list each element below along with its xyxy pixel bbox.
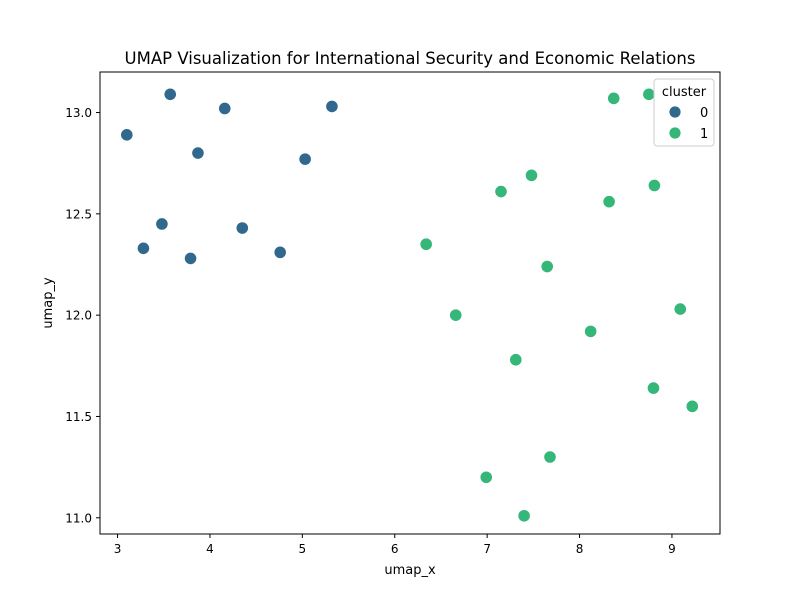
legend-title: cluster (662, 85, 707, 100)
point-cluster-1 (607, 91, 621, 105)
point-cluster-0 (298, 152, 312, 166)
x-tick-label: 6 (391, 542, 399, 556)
x-tick-label: 4 (206, 542, 214, 556)
point-cluster-1 (673, 302, 687, 316)
point-cluster-0 (235, 221, 249, 235)
point-cluster-1 (642, 87, 656, 101)
x-tick-label: 8 (576, 542, 584, 556)
y-tick-label: 13.0 (65, 106, 92, 120)
point-cluster-1 (584, 324, 598, 338)
point-cluster-1 (602, 195, 616, 209)
y-axis: 11.0 11.5 12.0 12.5 13.0 (65, 106, 100, 525)
points-layer (120, 87, 699, 523)
legend-label-cluster-1: 1 (700, 127, 708, 142)
point-cluster-0 (218, 101, 232, 116)
y-tick-label: 12.5 (65, 207, 92, 221)
x-tick-label: 5 (299, 542, 307, 556)
legend-box (653, 78, 715, 147)
point-cluster-1 (524, 168, 539, 182)
x-tick-label: 9 (668, 542, 676, 556)
point-cluster-0 (163, 87, 177, 101)
point-cluster-0 (183, 251, 198, 266)
point-cluster-0 (273, 245, 287, 259)
point-cluster-1 (494, 184, 508, 199)
y-tick-label: 12.0 (65, 309, 92, 323)
point-cluster-1 (540, 259, 554, 274)
point-cluster-0 (155, 217, 169, 231)
point-cluster-0 (120, 128, 134, 142)
y-tick-label: 11.5 (65, 410, 92, 424)
point-cluster-1 (647, 178, 661, 193)
point-cluster-1 (419, 237, 433, 251)
y-tick-label: 11.0 (65, 511, 92, 525)
point-cluster-1 (509, 353, 523, 367)
chart-title: UMAP Visualization for International Sec… (125, 49, 696, 68)
x-axis-label: umap_x (384, 563, 436, 578)
point-cluster-1 (685, 399, 699, 413)
legend-label-cluster-0: 0 (700, 106, 708, 121)
point-cluster-1 (646, 381, 661, 395)
point-cluster-1 (517, 509, 531, 523)
point-cluster-1 (479, 470, 493, 484)
legend-marker-cluster-1 (668, 126, 682, 140)
x-axis: 3 4 5 6 7 8 9 (114, 534, 676, 556)
legend: cluster 0 1 (653, 78, 715, 147)
legend-marker-cluster-0 (668, 105, 682, 119)
point-cluster-1 (449, 308, 463, 322)
y-axis-label: umap_y (41, 277, 56, 329)
point-cluster-1 (543, 450, 557, 464)
x-tick-label: 3 (114, 542, 122, 556)
point-cluster-0 (136, 241, 151, 255)
point-cluster-0 (191, 146, 205, 160)
x-tick-label: 7 (483, 542, 491, 556)
point-cluster-0 (325, 99, 339, 114)
plot-frame (99, 71, 721, 535)
